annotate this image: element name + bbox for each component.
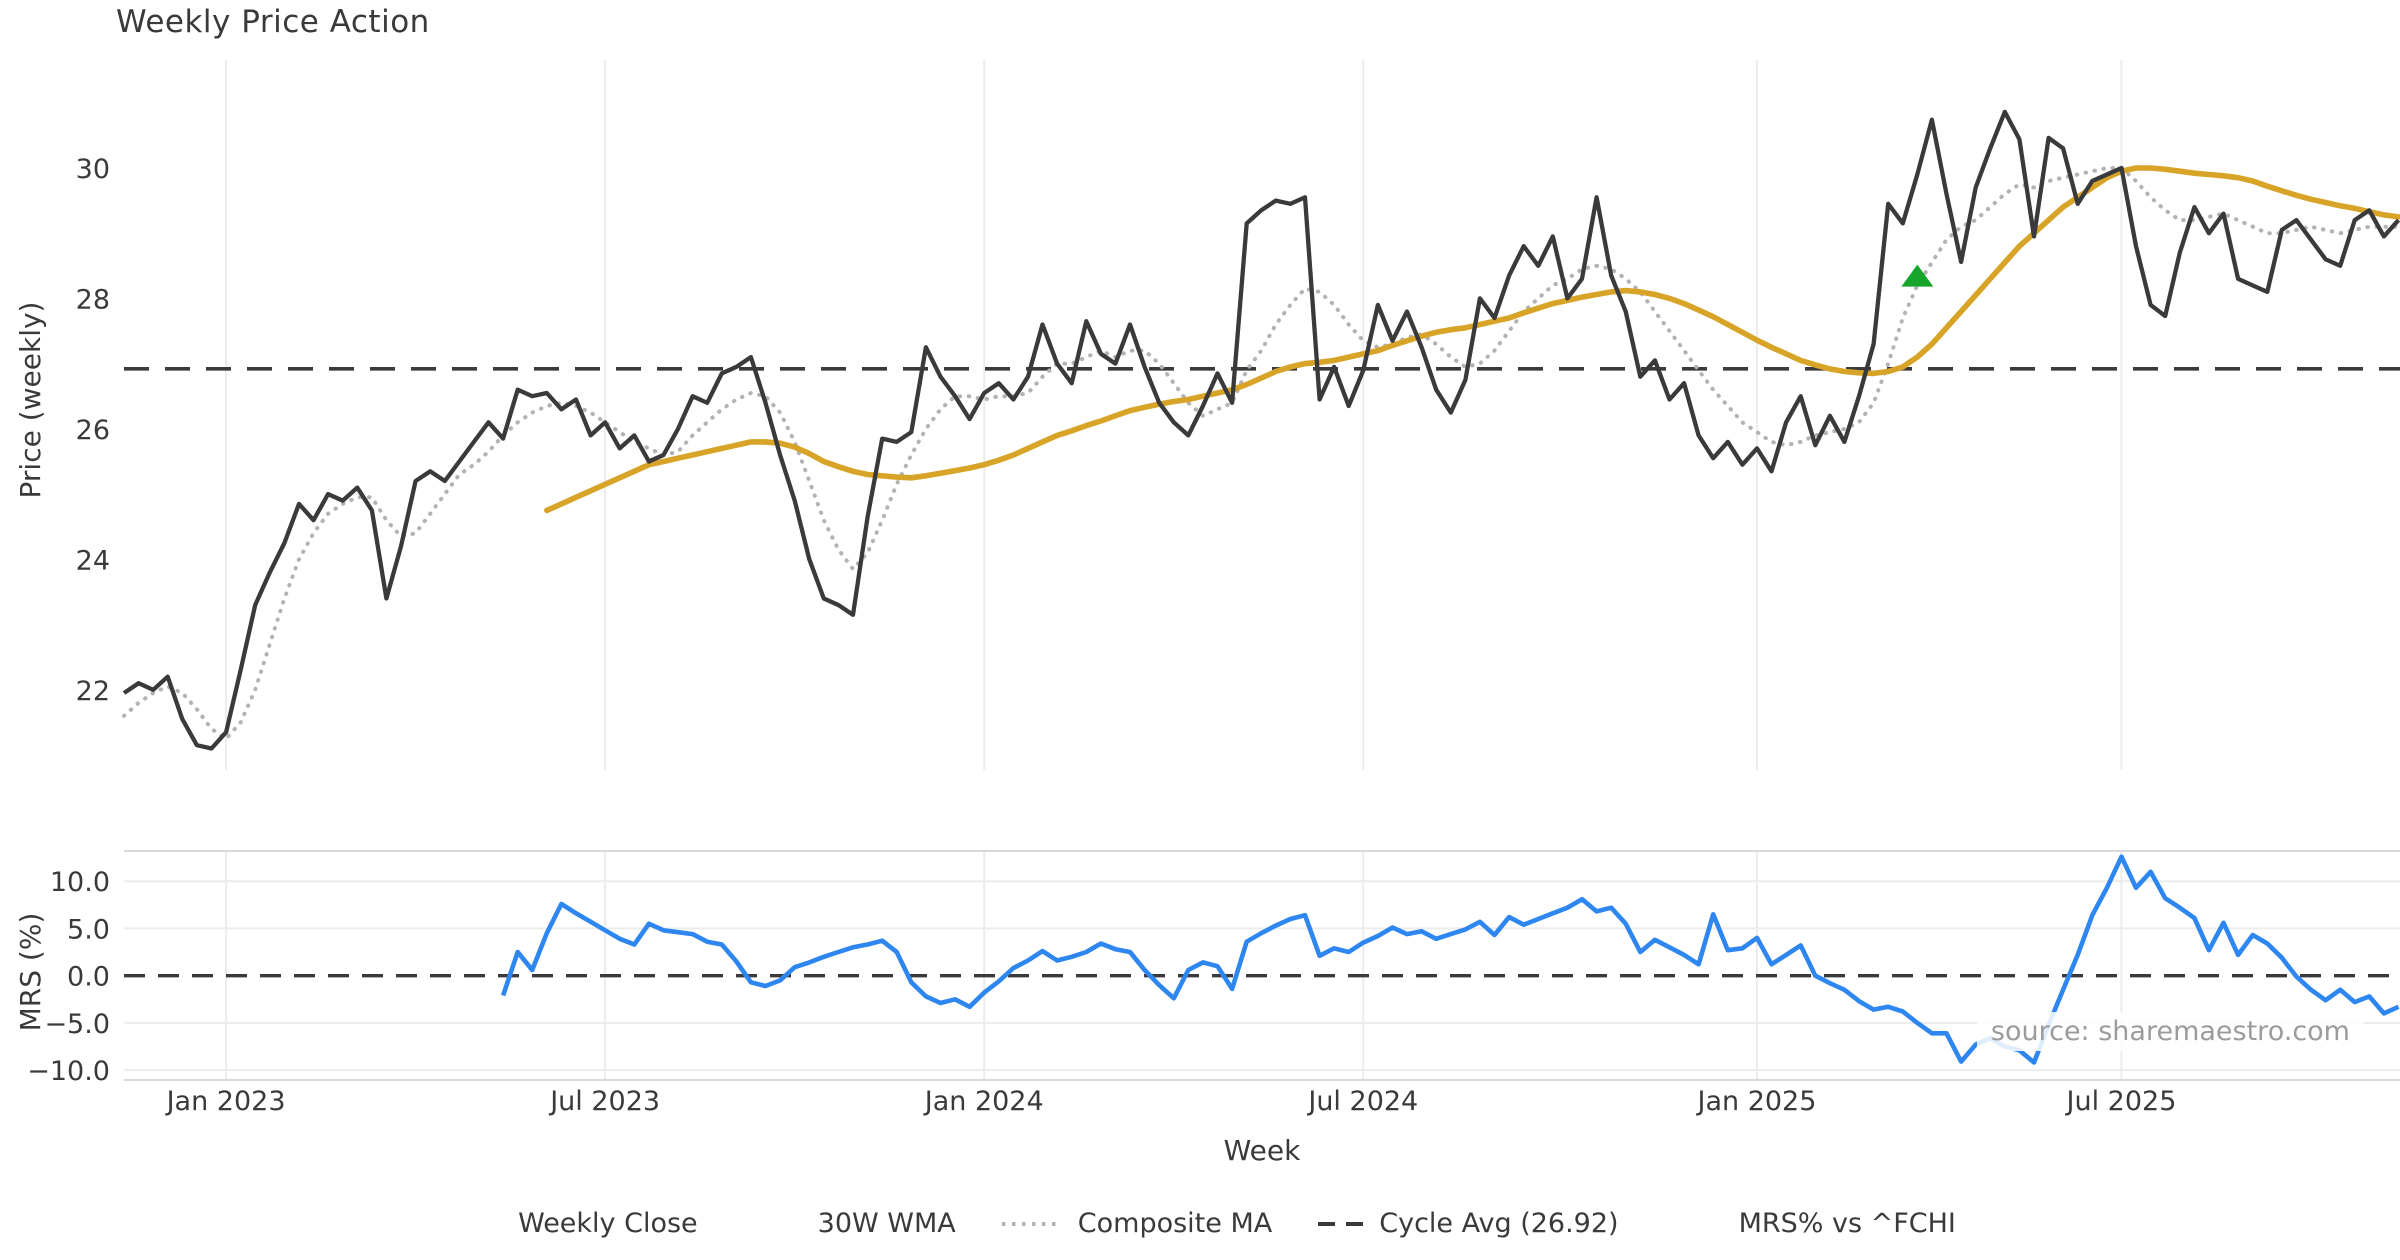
x-tick-label: Jul 2025 — [2065, 1086, 2177, 1117]
chart-title: Weekly Price Action — [116, 4, 430, 40]
x-tick-label: Jul 2024 — [1306, 1086, 1418, 1117]
legend-label: Cycle Avg (26.92) — [1379, 1208, 1619, 1239]
x-tick-label: Jul 2023 — [548, 1086, 660, 1117]
x-tick-label: Jan 2025 — [1695, 1086, 1816, 1117]
mrs-swatch-icon — [1665, 1221, 1723, 1226]
legend-item-composite: Composite MA — [1001, 1208, 1273, 1239]
weekly-close-swatch-icon — [444, 1221, 502, 1226]
y-tick-label: 28 — [76, 284, 110, 315]
y-tick-label: −5.0 — [44, 1009, 110, 1040]
y-tick-label: 5.0 — [67, 914, 110, 945]
wma-swatch-icon — [744, 1221, 802, 1227]
price-axis-label: Price (weekly) — [14, 302, 47, 499]
y-tick-label: 10.0 — [50, 867, 110, 898]
weekly-close-line — [122, 109, 2400, 751]
x-axis-label: Week — [1224, 1134, 1301, 1167]
y-tick-label: 24 — [76, 545, 110, 576]
legend-label: MRS% vs ^FCHI — [1738, 1208, 1956, 1239]
y-tick-label: 26 — [76, 415, 110, 446]
cycle-avg-swatch-icon — [1318, 1221, 1364, 1226]
legend-item-cycle-avg: Cycle Avg (26.92) — [1318, 1208, 1619, 1239]
composite-swatch-icon — [1001, 1221, 1062, 1226]
legend-label: 30W WMA — [817, 1208, 956, 1239]
y-tick-label: 30 — [76, 154, 110, 185]
y-tick-label: −10.0 — [27, 1056, 110, 1087]
source-watermark: source: sharemaestro.com — [1976, 1012, 2364, 1051]
legend-label: Composite MA — [1077, 1208, 1273, 1239]
x-tick-label: Jan 2023 — [165, 1086, 286, 1117]
y-tick-label: 0.0 — [67, 962, 110, 993]
mrs-pct-line — [500, 854, 2400, 1065]
legend-item-weekly-close: Weekly Close — [444, 1208, 698, 1239]
mrs-axis-label: MRS (%) — [14, 913, 47, 1032]
wma-30w-line — [543, 165, 2400, 514]
legend-label: Weekly Close — [518, 1208, 698, 1239]
x-tick-label: Jan 2024 — [923, 1086, 1044, 1117]
signal-marker-icon — [1901, 264, 1934, 287]
chart-legend: Weekly Close 30W WMA Composite MA Cycle … — [0, 1208, 2400, 1239]
legend-item-wma: 30W WMA — [744, 1208, 956, 1239]
y-tick-label: 22 — [76, 676, 110, 707]
legend-item-mrs: MRS% vs ^FCHI — [1665, 1208, 1956, 1239]
